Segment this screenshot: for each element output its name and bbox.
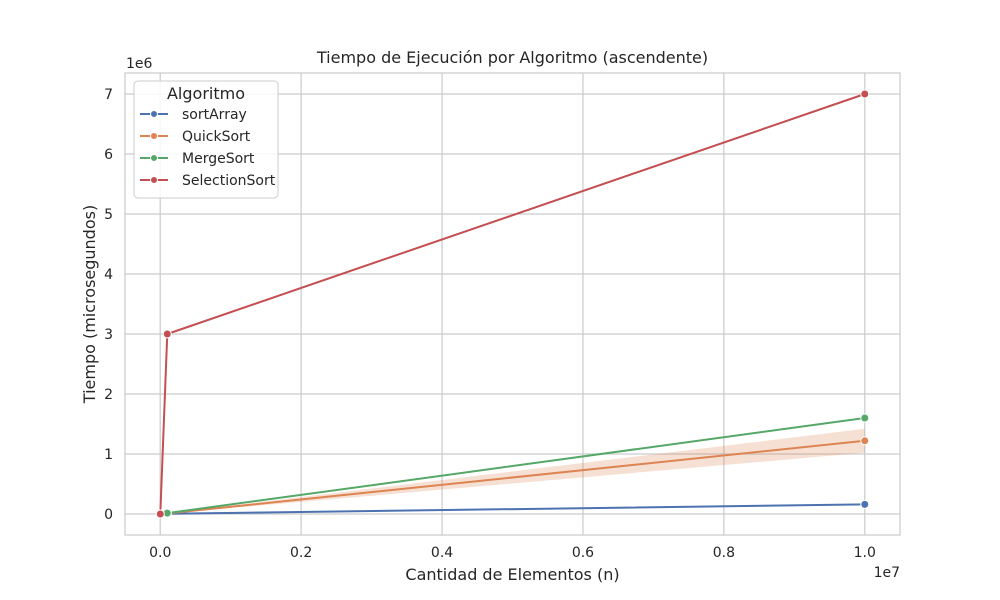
y-offset-label: 1e6 [126, 56, 153, 72]
selectionsort-point [155, 509, 165, 519]
y-tick-label: 2 [104, 387, 113, 403]
legend-swatch-marker [150, 176, 158, 184]
x-tick-label: 0.4 [431, 545, 453, 561]
tick-labels: 0.0 0.2 0.4 0.6 0.8 1.0 0 1 2 3 4 5 6 7 [104, 87, 876, 561]
y-tick-label: 3 [104, 327, 113, 343]
y-tick-label: 6 [104, 147, 113, 163]
legend-label: QuickSort [182, 129, 251, 145]
mergesort-point [860, 413, 870, 423]
plot-frame [124, 72, 901, 536]
legend-items: sortArray QuickSort MergeSort SelectionSort [140, 107, 276, 189]
legend-label: sortArray [182, 107, 247, 123]
legend-item-mergesort: MergeSort [140, 151, 255, 167]
y-axis-label: Tiempo (microsegundos) [80, 205, 99, 404]
legend-title: Algoritmo [167, 84, 245, 103]
legend-item-quicksort: QuickSort [140, 129, 251, 145]
y-tick-label: 0 [104, 507, 113, 523]
y-tick-label: 1 [104, 447, 113, 463]
legend-item-sortarray: sortArray [140, 107, 247, 123]
x-tick-label: 0.0 [149, 545, 171, 561]
legend-label: SelectionSort [182, 173, 276, 189]
legend: Algoritmo sortArray QuickSort MergeSort Sel… [133, 80, 279, 199]
y-tick-label: 4 [104, 267, 113, 283]
x-tick-label: 1.0 [854, 545, 876, 561]
x-tick-label: 0.8 [713, 545, 735, 561]
quicksort-point [860, 436, 870, 446]
x-tick-label: 0.6 [572, 545, 594, 561]
legend-swatch-marker [150, 110, 158, 118]
series-markers [155, 89, 870, 519]
x-axis-label: Cantidad de Elementos (n) [405, 565, 619, 584]
x-tick-label: 0.2 [290, 545, 312, 561]
legend-swatch-marker [150, 154, 158, 162]
selectionsort-point [860, 89, 870, 99]
legend-swatch-marker [150, 132, 158, 140]
x-offset-label: 1e7 [874, 565, 900, 581]
grid [125, 73, 900, 535]
legend-item-selectionsort: SelectionSort [140, 173, 276, 189]
selectionsort-point [162, 329, 172, 339]
y-tick-label: 5 [104, 207, 113, 223]
sortarray-point [860, 499, 870, 509]
legend-label: MergeSort [182, 151, 255, 167]
legend-box [133, 80, 279, 199]
chart-title: Tiempo de Ejecución por Algoritmo (ascen… [316, 48, 708, 67]
y-tick-label: 7 [104, 87, 113, 103]
